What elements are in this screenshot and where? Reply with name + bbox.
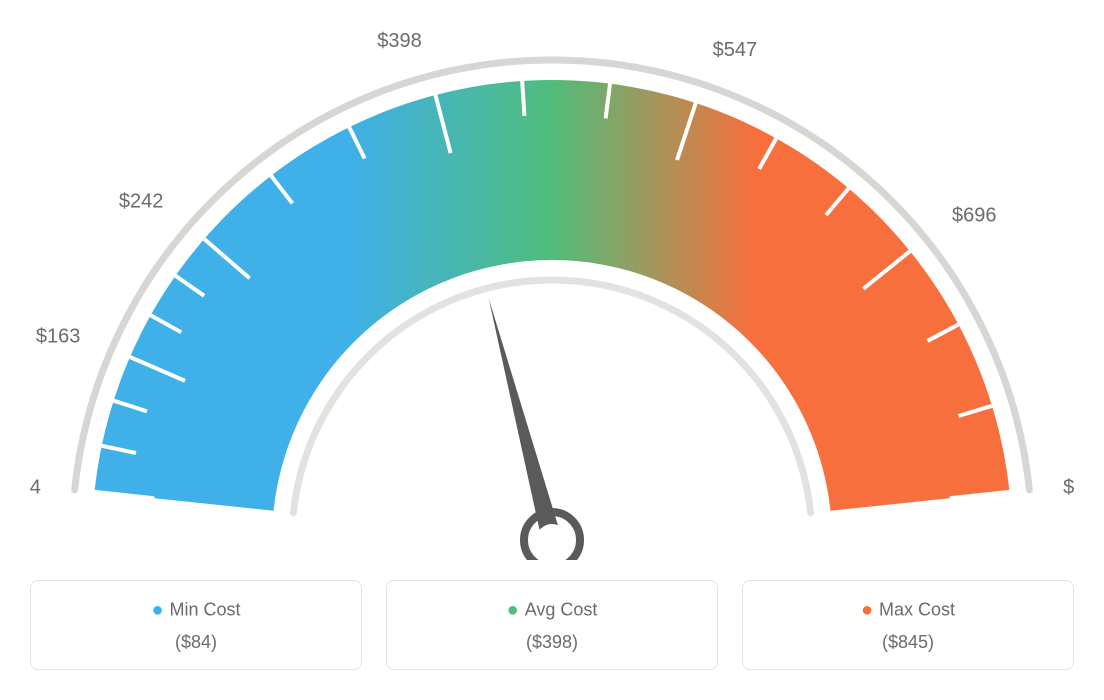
legend-label-avg: Avg Cost: [525, 599, 598, 619]
gauge-tick-label: $163: [36, 326, 81, 348]
legend-card-avg: ● Avg Cost ($398): [386, 580, 718, 670]
gauge-tick-label: $84: [30, 476, 41, 498]
legend-value-min: ($84): [41, 632, 351, 653]
gauge-tick-label: $398: [377, 30, 422, 52]
legend-card-min: ● Min Cost ($84): [30, 580, 362, 670]
gauge-tick-label: $696: [952, 204, 997, 226]
gauge-svg: $84 $163 $242 $398 $547 $696 $845: [30, 20, 1074, 560]
gauge-needle-pivot-inner: [536, 524, 568, 556]
gauge-area: $84 $163 $242 $398 $547 $696 $845: [30, 20, 1074, 560]
chart-container: $84 $163 $242 $398 $547 $696 $845 ● Min Cost ($…: [0, 0, 1104, 700]
gauge-needle: [489, 298, 562, 542]
legend-dot-min: ●: [151, 599, 163, 621]
legend-value-max: ($845): [753, 632, 1063, 653]
legend-row: ● Min Cost ($84) ● Avg Cost ($398) ● Max Co…: [30, 580, 1074, 670]
gauge-band: [95, 80, 1010, 511]
gauge-tick-label: $242: [119, 191, 164, 213]
legend-dot-max: ●: [861, 599, 873, 621]
legend-title-max: ● Max Cost: [753, 599, 1063, 622]
legend-dot-avg: ●: [507, 599, 519, 621]
legend-card-max: ● Max Cost ($845): [742, 580, 1074, 670]
legend-title-avg: ● Avg Cost: [397, 599, 707, 622]
legend-value-avg: ($398): [397, 632, 707, 653]
gauge-minor-tick: [522, 81, 524, 116]
legend-title-min: ● Min Cost: [41, 599, 351, 622]
legend-label-max: Max Cost: [879, 599, 955, 619]
legend-label-min: Min Cost: [170, 599, 241, 619]
gauge-tick-label: $845: [1063, 476, 1074, 498]
gauge-tick-label: $547: [713, 39, 758, 61]
